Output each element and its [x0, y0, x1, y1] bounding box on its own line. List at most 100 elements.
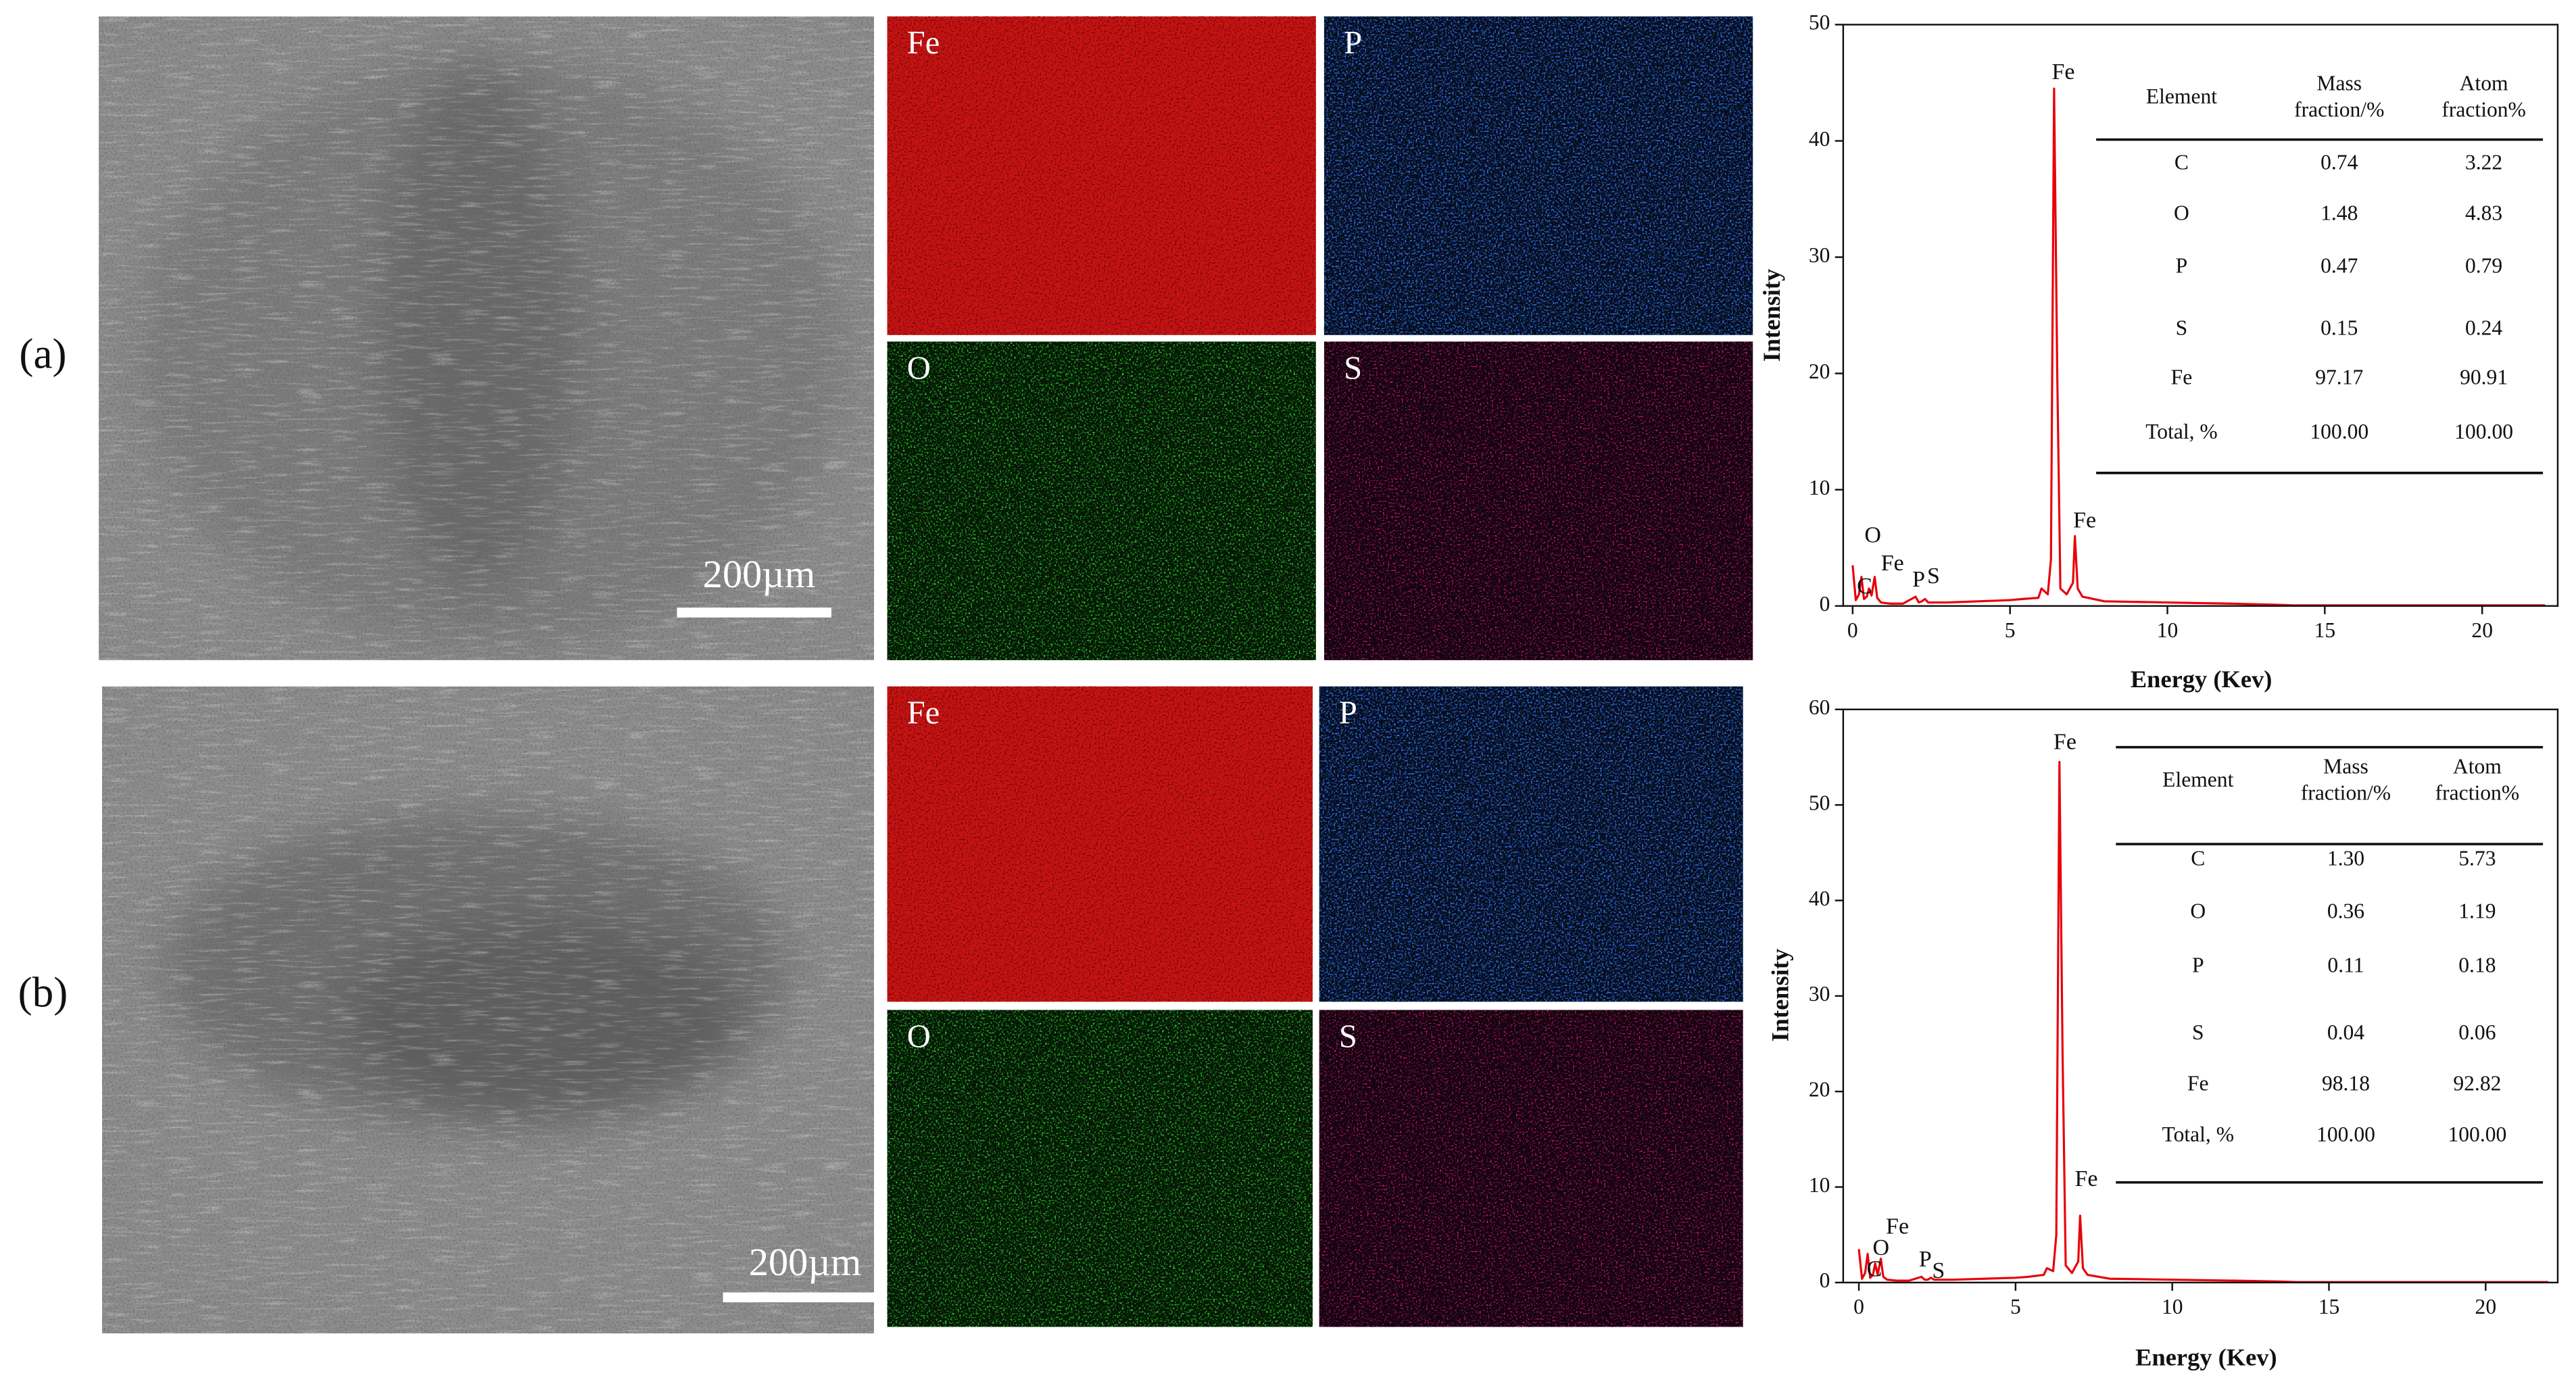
panel-label: (a) — [19, 330, 66, 377]
table-cell: 0.36 — [2327, 899, 2364, 922]
y-tick-label: 30 — [1809, 982, 1830, 1006]
eds-map-label: Fe — [907, 24, 940, 61]
x-tick-label: 10 — [2157, 618, 2179, 642]
plot-frame — [1842, 24, 2559, 607]
table-cell: C — [2191, 847, 2205, 870]
table-header: fraction/% — [2301, 781, 2391, 804]
eds-map-signal — [887, 686, 1313, 1002]
scale-bar-label: 200µm — [703, 552, 815, 596]
table-cell: S — [2176, 316, 2188, 340]
table-cell: 98.18 — [2322, 1072, 2370, 1095]
table-cell: Total, % — [2145, 420, 2218, 443]
table-header: Element — [2162, 768, 2233, 791]
scale-bar-label: 200µm — [749, 1240, 861, 1284]
peak-label: Fe — [2073, 508, 2096, 533]
peak-label: P — [1919, 1247, 1932, 1272]
x-tick-label: 0 — [1853, 1295, 1864, 1318]
sem-texture — [101, 686, 875, 1334]
eds-map-signal — [887, 16, 1316, 335]
table-header: fraction/% — [2294, 97, 2384, 121]
y-tick-label: 20 — [1809, 360, 1830, 383]
y-tick-label: 20 — [1809, 1077, 1830, 1101]
table-cell: C — [2174, 150, 2189, 174]
eds-map-label: O — [907, 1018, 931, 1054]
table-cell: 5.73 — [2458, 847, 2496, 870]
peak-label: O — [1872, 1235, 1889, 1260]
x-tick-label: 5 — [2010, 1295, 2021, 1318]
eds-map-signal — [1323, 341, 1753, 660]
x-axis-label: Energy (Kev) — [2131, 666, 2272, 693]
eds-map-label: O — [907, 349, 931, 386]
x-tick-label: 10 — [2162, 1295, 2183, 1318]
peak-label: C — [1867, 1257, 1882, 1282]
table-cell: P — [2176, 253, 2188, 277]
table-header: Element — [2146, 84, 2217, 108]
eds-map-label: S — [1339, 1018, 1357, 1054]
y-tick-label: 50 — [1809, 11, 1830, 34]
peak-label: Fe — [2051, 59, 2074, 84]
eds-map-signal — [887, 341, 1316, 660]
table-cell: 1.19 — [2458, 899, 2496, 922]
y-tick-label: 60 — [1809, 695, 1830, 719]
y-tick-label: 40 — [1809, 127, 1830, 151]
spectrum-line — [1851, 87, 2546, 607]
sem-image — [99, 16, 875, 660]
peak-label: Fe — [1886, 1214, 1909, 1239]
sem-image — [101, 686, 875, 1334]
table-header: Mass — [2323, 755, 2368, 778]
peak-label: S — [1932, 1258, 1945, 1283]
table-cell: 100.00 — [2454, 420, 2513, 443]
x-tick-label: 5 — [2005, 618, 2016, 642]
y-tick-label: 10 — [1809, 1173, 1830, 1197]
table-cell: Fe — [2187, 1072, 2209, 1095]
y-axis-label: Intensity — [1766, 949, 1793, 1042]
table-cell: 1.48 — [2320, 201, 2358, 225]
x-axis-label: Energy (Kev) — [2135, 1343, 2277, 1370]
eds-map-label: P — [1344, 24, 1362, 61]
table-cell: Total, % — [2162, 1122, 2235, 1146]
x-tick-label: 20 — [2471, 618, 2493, 642]
y-tick-label: 40 — [1809, 887, 1830, 910]
table-cell: O — [2174, 201, 2189, 225]
x-tick-label: 15 — [2314, 618, 2336, 642]
table-header: fraction% — [2435, 781, 2520, 804]
eds-map-signal — [1323, 16, 1753, 335]
table-cell: 97.17 — [2315, 366, 2363, 389]
x-tick-label: 20 — [2475, 1295, 2497, 1318]
sem-texture — [99, 16, 875, 660]
panel-label: (b) — [18, 969, 68, 1016]
table-cell: 0.79 — [2465, 253, 2502, 277]
table-cell: 92.82 — [2453, 1072, 2501, 1095]
table-header: Mass — [2316, 72, 2362, 95]
table-cell: S — [2192, 1020, 2204, 1044]
eds-map-label: P — [1339, 695, 1357, 731]
peak-label: Fe — [2053, 730, 2076, 755]
table-cell: 0.15 — [2320, 316, 2358, 340]
table-header: Atom — [2453, 755, 2502, 778]
x-tick-label: 15 — [2318, 1295, 2340, 1318]
peak-label: Fe — [1881, 551, 1904, 576]
peak-label: C — [1857, 574, 1872, 599]
eds-map-signal — [887, 1010, 1313, 1327]
table-cell: 100.00 — [2310, 420, 2368, 443]
table-header: fraction% — [2441, 97, 2526, 121]
y-tick-label: 50 — [1809, 791, 1830, 814]
table-cell: 1.30 — [2327, 847, 2364, 870]
peak-label: O — [1864, 522, 1881, 547]
table-cell: Fe — [2171, 366, 2193, 389]
table-cell: 4.83 — [2465, 201, 2502, 225]
spectrum-line — [1857, 760, 2549, 1283]
peak-label: Fe — [2075, 1166, 2098, 1191]
eds-map-signal — [1319, 686, 1743, 1002]
y-tick-label: 0 — [1820, 1268, 1830, 1292]
table-cell: P — [2192, 954, 2204, 977]
table-cell: 0.74 — [2320, 150, 2358, 174]
table-cell: 90.91 — [2460, 366, 2508, 389]
eds-map-label: S — [1344, 349, 1362, 386]
x-tick-label: 0 — [1847, 618, 1858, 642]
table-cell: 0.04 — [2327, 1020, 2364, 1044]
y-tick-label: 10 — [1809, 476, 1830, 499]
